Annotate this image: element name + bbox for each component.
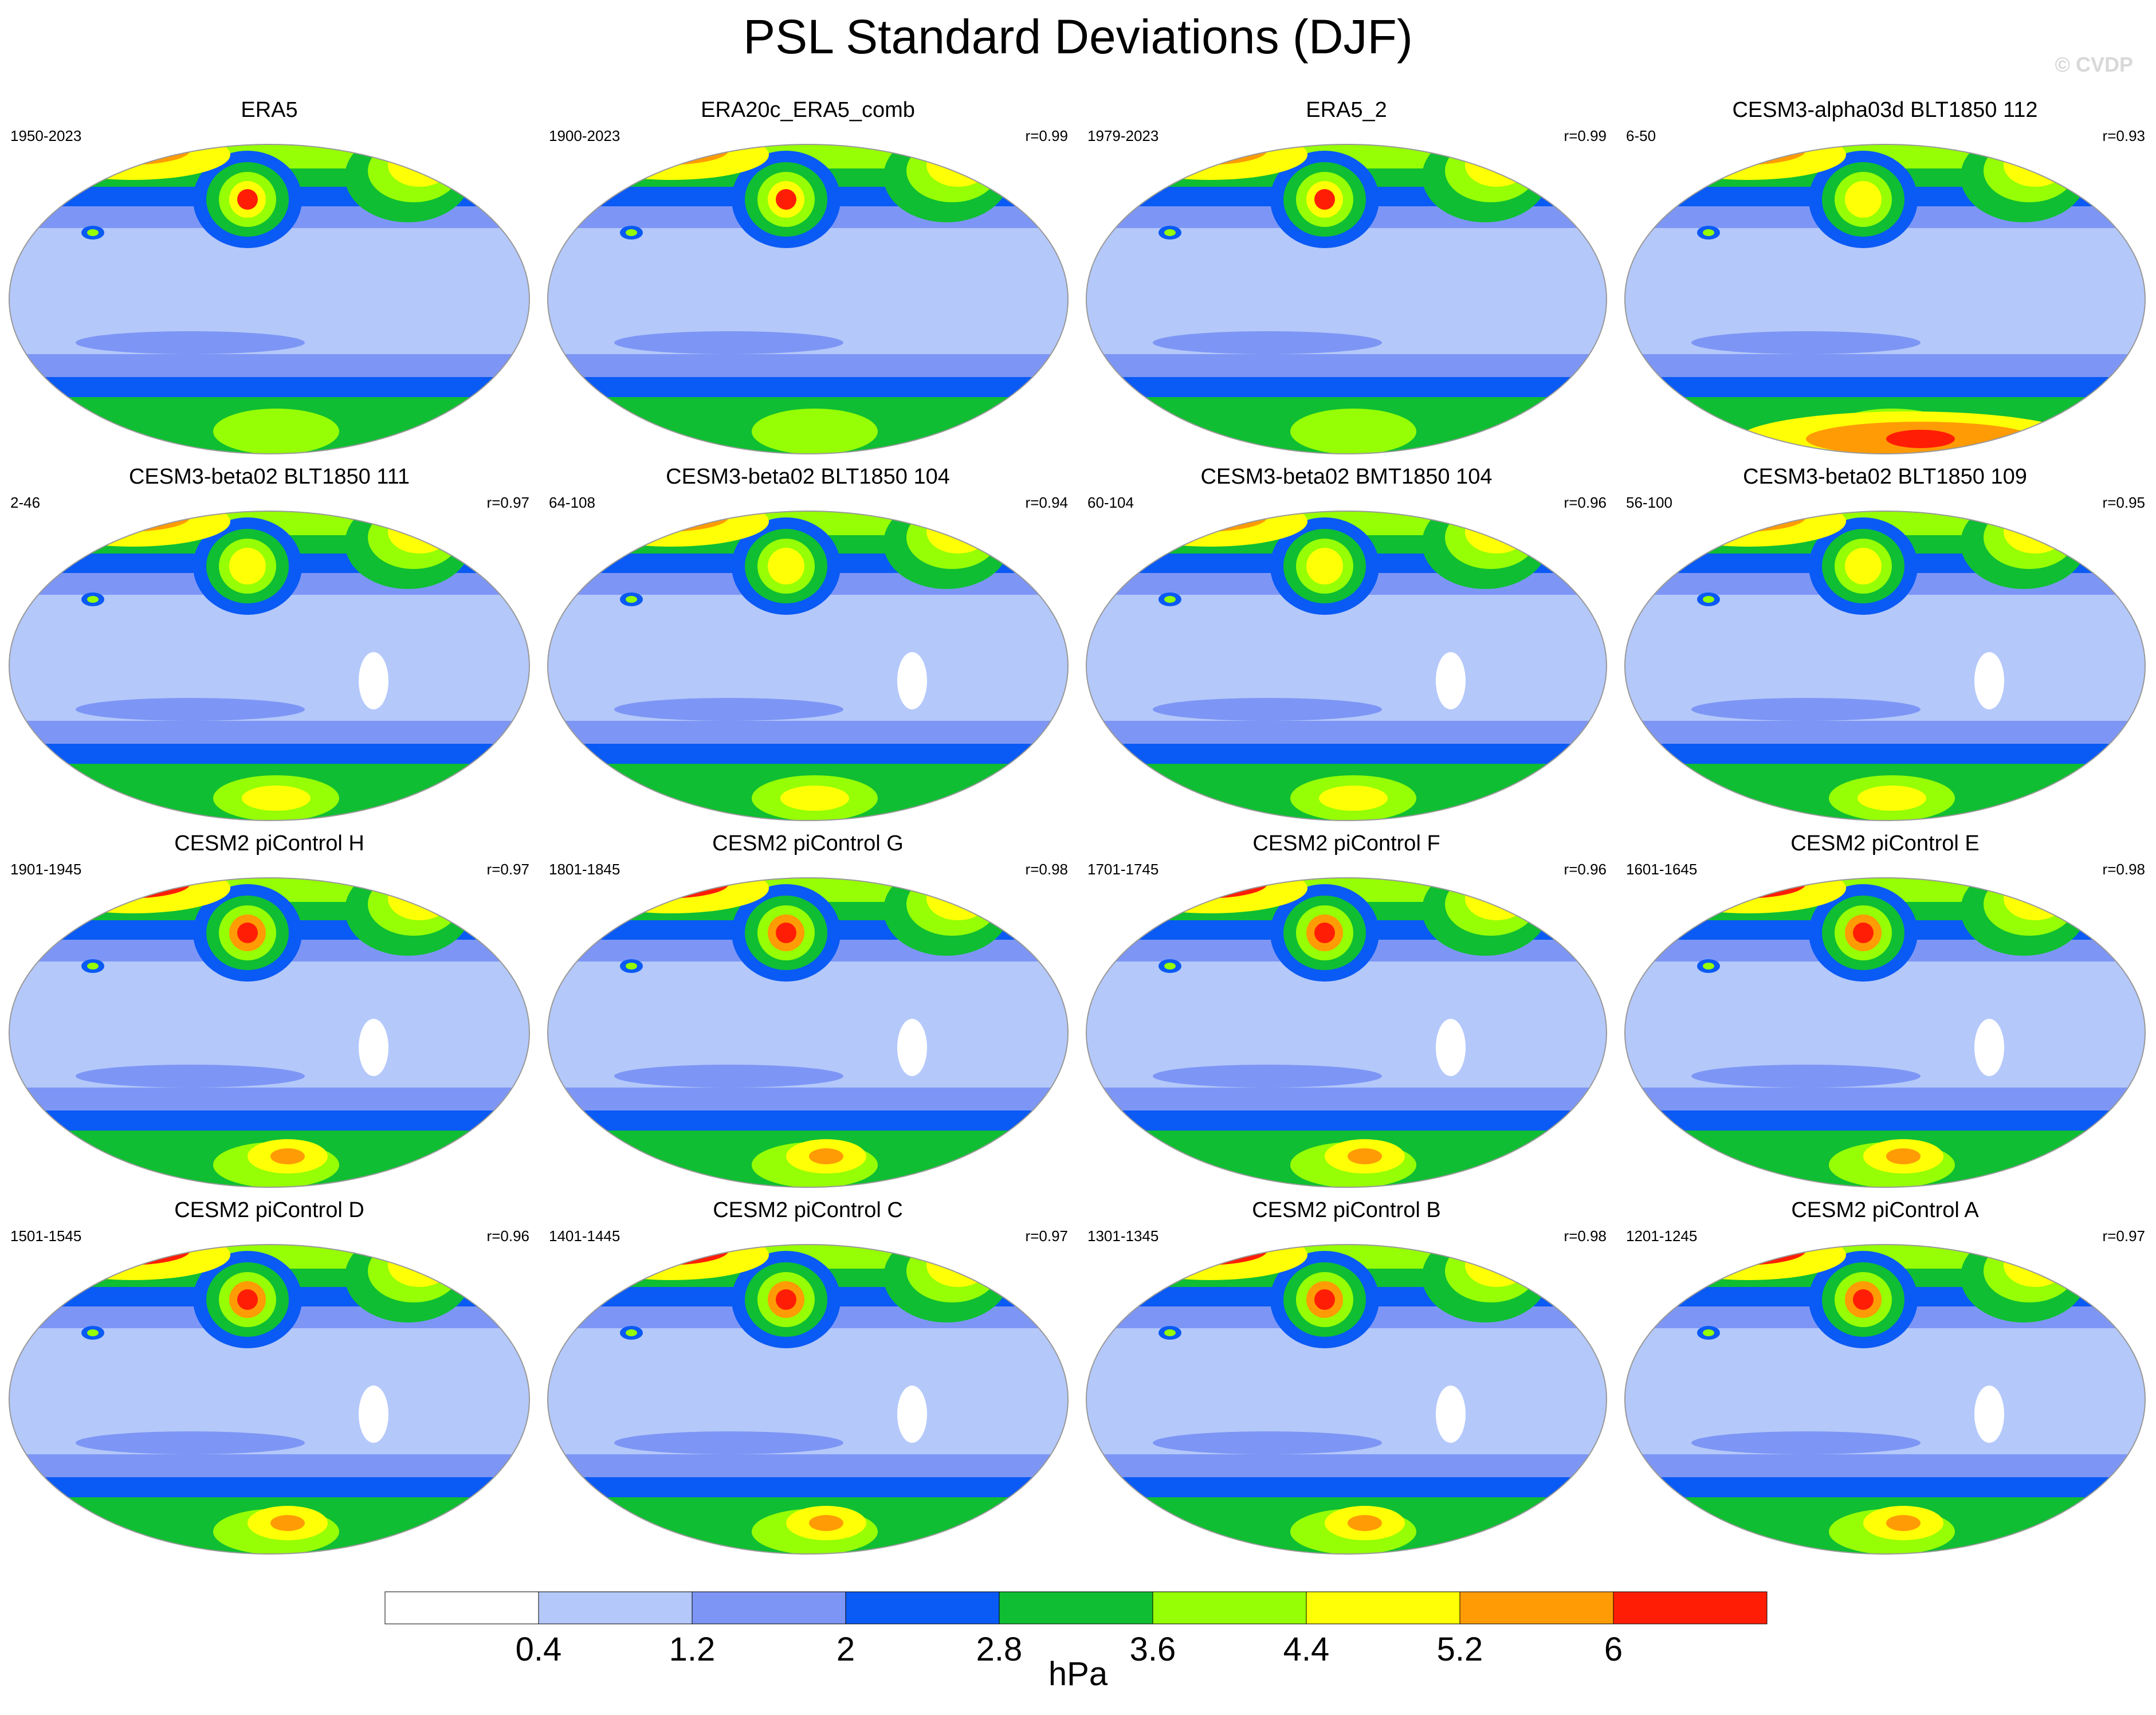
map-panel: CESM2 piControl C 1401-1445 r=0.97 — [539, 1198, 1077, 1564]
panel-correlation: r=0.96 — [1564, 861, 1607, 878]
map-panel: CESM3-beta02 BLT1850 111 2-46 r=0.97 — [0, 464, 539, 831]
panel-title: CESM2 piControl F — [1252, 831, 1440, 855]
map-contour — [547, 511, 1069, 821]
panel-correlation: r=0.98 — [1564, 1227, 1607, 1245]
colorbar-segment — [1459, 1591, 1614, 1624]
panel-title: CESM2 piControl B — [1252, 1198, 1441, 1222]
map-contour — [1624, 144, 2146, 454]
map-contour — [1086, 877, 1607, 1188]
figure-title: PSL Standard Deviations (DJF) — [743, 10, 1413, 64]
panel-title: CESM3-alpha03d BLT1850 112 — [1732, 98, 2038, 122]
panel-years: 1900-2023 — [549, 127, 621, 144]
cvdp-credit: © CVDP — [2055, 53, 2133, 76]
map-contour — [547, 877, 1069, 1188]
map-contour — [9, 1244, 530, 1555]
colorbar-segment — [1152, 1591, 1307, 1624]
map-panel: CESM2 piControl D 1501-1545 r=0.96 — [0, 1198, 539, 1564]
panel-years: 1701-1745 — [1087, 861, 1159, 878]
map-panel: CESM3-beta02 BLT1850 109 56-100 r=0.95 — [1616, 464, 2154, 831]
colorbar-segment — [999, 1591, 1153, 1624]
colorbar-segment — [1613, 1591, 1768, 1624]
colorbar-segment — [845, 1591, 1000, 1624]
map-panel: ERA5 1950-2023 — [0, 97, 539, 464]
panel-years: 1979-2023 — [1087, 127, 1159, 144]
map-contour — [9, 144, 530, 454]
map-panel: ERA5_2 1979-2023 r=0.99 — [1077, 97, 1616, 464]
panel-correlation: r=0.99 — [1564, 127, 1607, 144]
map-contour — [1086, 144, 1607, 454]
map-panel: CESM2 piControl G 1801-1845 r=0.98 — [539, 831, 1077, 1198]
map-contour — [547, 1244, 1069, 1555]
panel-correlation: r=0.95 — [2102, 494, 2145, 511]
map-panel: CESM3-alpha03d BLT1850 112 6-50 r=0.93 — [1616, 97, 2154, 464]
panel-title: ERA5 — [241, 98, 298, 122]
panel-years: 1601-1645 — [1626, 861, 1698, 878]
panel-correlation: r=0.97 — [2102, 1227, 2145, 1245]
panel-title: CESM3-beta02 BLT1850 104 — [666, 465, 950, 489]
map-panel: CESM2 piControl B 1301-1345 r=0.98 — [1077, 1198, 1616, 1564]
map-panel: CESM2 piControl A 1201-1245 r=0.97 — [1616, 1198, 2154, 1564]
panel-years: 1201-1245 — [1626, 1227, 1698, 1245]
panel-years: 1901-1945 — [10, 861, 82, 878]
map-panel: CESM2 piControl E 1601-1645 r=0.98 — [1616, 831, 2154, 1198]
panel-correlation: r=0.96 — [1564, 494, 1607, 511]
map-contour — [1624, 511, 2146, 821]
panel-correlation: r=0.93 — [2102, 127, 2145, 144]
panel-title: CESM3-beta02 BMT1850 104 — [1200, 465, 1493, 489]
map-contour — [9, 877, 530, 1188]
panel-years: 64-108 — [549, 494, 595, 511]
panel-correlation: r=0.94 — [1025, 494, 1068, 511]
colorbar-segment — [384, 1591, 539, 1624]
panel-years: 6-50 — [1626, 127, 1656, 144]
map-contour — [1624, 1244, 2146, 1555]
panel-years: 1301-1345 — [1087, 1227, 1159, 1245]
panel-years: 2-46 — [10, 494, 41, 511]
map-contour — [1086, 1244, 1607, 1555]
panel-years: 1501-1545 — [10, 1227, 82, 1245]
colorbar-segment — [538, 1591, 693, 1624]
colorbar-unit: hPa — [1048, 1655, 1108, 1693]
panel-years: 60-104 — [1087, 494, 1134, 511]
map-contour — [1086, 511, 1607, 821]
panel-correlation: r=0.96 — [486, 1227, 529, 1245]
map-panel: CESM2 piControl H 1901-1945 r=0.97 — [0, 831, 539, 1198]
panel-correlation: r=0.98 — [1025, 861, 1068, 878]
panel-years: 1401-1445 — [549, 1227, 621, 1245]
colorbar-segment — [1306, 1591, 1460, 1624]
map-contour — [9, 511, 530, 821]
map-panel: CESM3-beta02 BMT1850 104 60-104 r=0.96 — [1077, 464, 1616, 831]
panel-title: ERA20c_ERA5_comb — [701, 98, 915, 122]
panel-title: CESM3-beta02 BLT1850 111 — [128, 465, 410, 489]
panel-correlation: r=0.98 — [2102, 861, 2145, 878]
panel-title: CESM2 piControl C — [713, 1198, 903, 1222]
panel-correlation: r=0.97 — [486, 494, 529, 511]
map-contour — [547, 144, 1069, 454]
panel-title: CESM2 piControl A — [1791, 1198, 1979, 1222]
panel-correlation: r=0.97 — [1025, 1227, 1068, 1245]
panel-title: CESM3-beta02 BLT1850 109 — [1743, 465, 2027, 489]
panel-years: 1801-1845 — [549, 861, 621, 878]
panel-correlation: r=0.99 — [1025, 127, 1068, 144]
colorbar-segment — [692, 1591, 846, 1624]
panel-title: CESM2 piControl D — [174, 1198, 364, 1222]
panel-title: CESM2 piControl H — [174, 831, 364, 855]
panel-years: 56-100 — [1626, 494, 1672, 511]
panel-correlation: r=0.97 — [486, 861, 529, 878]
panel-title: CESM2 piControl G — [712, 831, 904, 855]
map-panel: CESM3-beta02 BLT1850 104 64-108 r=0.94 — [539, 464, 1077, 831]
panel-title: CESM2 piControl E — [1790, 831, 1980, 855]
panel-years: 1950-2023 — [10, 127, 82, 144]
map-contour — [1624, 877, 2146, 1188]
map-panel: ERA20c_ERA5_comb 1900-2023 r=0.99 — [539, 97, 1077, 464]
panel-title: ERA5_2 — [1306, 98, 1387, 122]
map-panel: CESM2 piControl F 1701-1745 r=0.96 — [1077, 831, 1616, 1198]
